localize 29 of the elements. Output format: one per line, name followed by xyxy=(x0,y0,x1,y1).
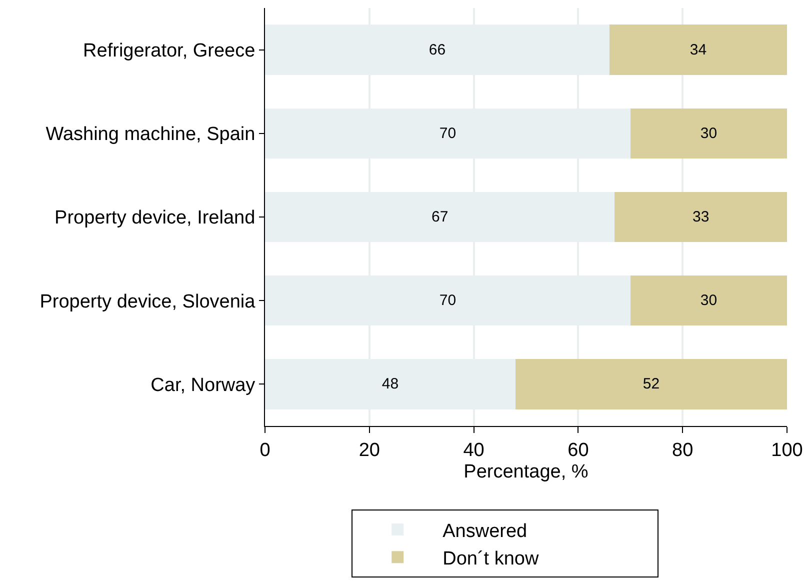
bar xyxy=(630,276,787,326)
x-tick-label: 20 xyxy=(358,440,380,461)
y-tick-label: Car, Norway xyxy=(150,374,256,396)
data-label: 66 xyxy=(428,41,446,58)
bar xyxy=(610,24,787,75)
legend-label: Answered xyxy=(442,520,528,542)
y-tick-label: Refrigerator, Greece xyxy=(83,40,256,62)
data-label: 70 xyxy=(439,124,456,142)
data-label: 33 xyxy=(692,208,710,226)
bar xyxy=(516,359,787,410)
data-label: 48 xyxy=(382,376,399,393)
data-label: 30 xyxy=(700,292,718,310)
x-tick-label: 40 xyxy=(463,440,484,461)
data-label: 52 xyxy=(642,376,660,393)
x-tick-label: 0 xyxy=(260,440,270,461)
x-tick-label: 100 xyxy=(771,440,803,461)
x-tick-label: 80 xyxy=(672,440,694,461)
y-tick-label: Washing machine, Spain xyxy=(46,124,256,146)
data-label: 30 xyxy=(700,124,718,142)
bar xyxy=(614,192,787,242)
data-label: 34 xyxy=(690,41,707,58)
y-tick-label: Property device, Ireland xyxy=(54,208,256,229)
legend-label: Don´t know xyxy=(442,548,539,570)
bar xyxy=(630,108,787,158)
data-label: 70 xyxy=(439,292,456,310)
y-tick-label: Property device, Slovenia xyxy=(40,291,256,312)
x-axis-title: Percentage, % xyxy=(464,462,588,483)
data-label: 67 xyxy=(432,208,448,226)
x-tick-label: 60 xyxy=(568,440,589,461)
